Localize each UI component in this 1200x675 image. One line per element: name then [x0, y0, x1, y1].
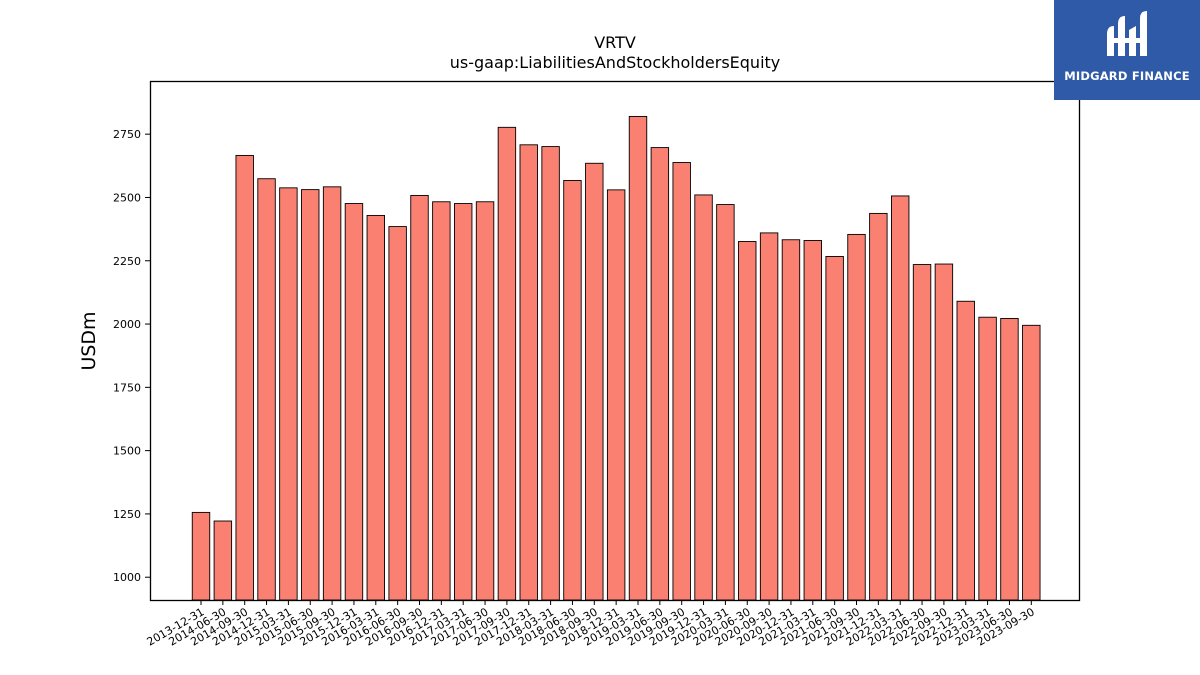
y-tick-label: 1000	[113, 571, 141, 584]
bar-2018-03-31	[541, 146, 560, 601]
bar-2016-03-31	[366, 214, 385, 601]
chart-title: VRTV	[594, 33, 636, 52]
bar-2017-12-31	[519, 144, 538, 601]
bar-2014-09-30	[235, 154, 254, 601]
bar-2015-12-31	[344, 203, 364, 601]
plot-frame	[149, 80, 1081, 602]
brand-name: MIDGARD FINANCE	[1064, 69, 1190, 83]
bar-2021-12-31	[869, 212, 888, 601]
bar-2019-06-30	[650, 147, 670, 601]
bar-2016-06-30	[388, 226, 407, 601]
y-axis-label: USDm	[78, 311, 100, 370]
bar-2016-12-31	[432, 201, 451, 601]
bar-2020-09-30	[759, 232, 779, 601]
bar-2022-09-30	[934, 263, 954, 601]
bar-2022-03-31	[891, 195, 910, 601]
bar-2021-06-30	[825, 256, 844, 601]
bar-2014-12-31	[257, 178, 276, 601]
bar-2014-06-30	[213, 520, 233, 601]
bar-2019-03-31	[628, 115, 648, 601]
bar-2021-09-30	[847, 233, 866, 601]
bar-2021-03-31	[803, 240, 822, 601]
bar-2017-09-30	[497, 126, 517, 601]
y-tick-label: 2000	[113, 318, 141, 331]
bar-2019-09-30	[672, 162, 691, 601]
bar-2015-06-30	[301, 189, 320, 601]
y-axis: 1000 1250 1500 1750 2000 2250 2500 2750	[113, 128, 150, 584]
bars-group	[191, 115, 1041, 601]
bar-2022-12-31	[956, 300, 975, 601]
y-tick-label: 1250	[113, 508, 141, 521]
y-tick-label: 2750	[113, 128, 141, 141]
bar-2023-03-31	[978, 316, 997, 601]
bar-2019-12-31	[694, 194, 713, 601]
chart-subtitle: us-gaap:LiabilitiesAndStockholdersEquity	[450, 53, 781, 72]
bar-2013-12-31	[191, 511, 211, 601]
bar-2017-06-30	[475, 201, 495, 601]
midgard-mh-monogram-icon	[1107, 11, 1147, 56]
y-tick-label: 2500	[113, 191, 141, 204]
bar-2018-06-30	[563, 180, 582, 601]
bar-2015-09-30	[322, 186, 342, 601]
y-tick-label: 1750	[113, 381, 141, 394]
bar-2023-09-30	[1022, 324, 1041, 601]
bar-2016-09-30	[410, 194, 429, 601]
bar-2020-12-31	[781, 239, 801, 601]
y-tick-label: 1500	[113, 445, 141, 458]
bar-2017-03-31	[454, 203, 473, 601]
bar-2020-06-30	[738, 241, 757, 601]
brand-logo: MIDGARD FINANCE	[1054, 0, 1200, 100]
bar-2023-06-30	[1000, 318, 1019, 601]
bar-2020-03-31	[716, 204, 735, 601]
bar-2022-06-30	[912, 264, 932, 601]
bar-2015-03-31	[279, 187, 298, 601]
bar-2018-12-31	[606, 189, 626, 601]
x-axis: 2013-12-312014-06-302014-09-302014-12-31…	[145, 600, 1037, 649]
y-tick-label: 2250	[113, 255, 141, 268]
bar-2018-09-30	[585, 162, 604, 601]
